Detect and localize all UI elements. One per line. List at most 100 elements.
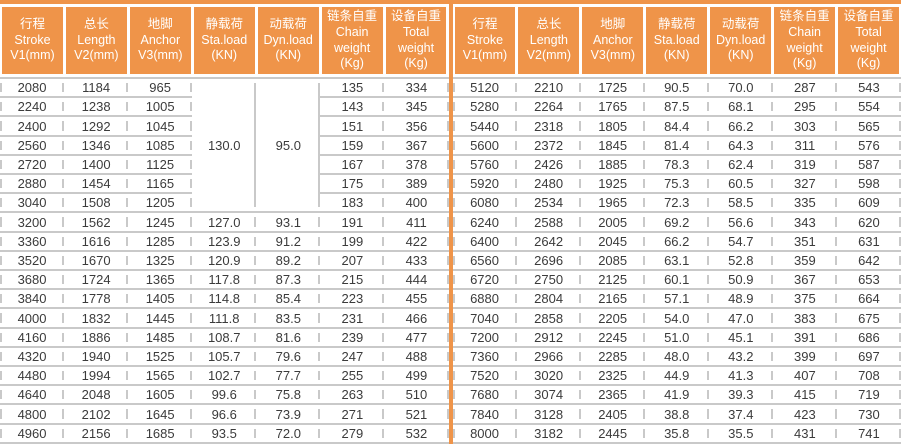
table-cell: 2080 — [0, 79, 65, 99]
header-line: weight — [850, 40, 887, 55]
table-cell: 271 — [320, 405, 385, 425]
table-cell: 2165 — [580, 290, 645, 310]
table-cell: 81.6 — [256, 328, 321, 348]
table-cell: 345 — [384, 98, 449, 118]
table-cell: 90.5 — [644, 79, 709, 99]
table-cell: 1454 — [64, 175, 129, 195]
table-cell: 5600 — [452, 136, 517, 156]
table-cell: 1725 — [580, 79, 645, 99]
header-line: 动载荷 — [269, 16, 307, 31]
table-cell: 2880 — [0, 175, 65, 195]
table-cell: 2245 — [580, 328, 645, 348]
table-cell: 2534 — [516, 194, 581, 214]
table-cell: 965 — [128, 79, 193, 99]
table-row: 3360 1616 1285 123.9 91.2 199 422 — [0, 232, 449, 252]
table-cell: 2210 — [516, 79, 581, 99]
table-cell: 400 — [384, 194, 449, 214]
table-cell: 2205 — [580, 309, 645, 329]
table-cell: 2966 — [516, 347, 581, 368]
table-row: 5600 2372 1845 81.4 64.3 311 576 — [452, 136, 901, 156]
table-cell: 407 — [772, 367, 837, 387]
header-line: 链条自重 — [779, 9, 830, 23]
table-cell: 2858 — [516, 309, 581, 329]
table-cell: 477 — [384, 328, 449, 348]
table-cell: 598 — [836, 175, 901, 195]
header-line: Stroke — [466, 32, 504, 47]
table-cell: 1994 — [64, 367, 129, 387]
table-cell: 730 — [836, 405, 901, 425]
table-cell: 1525 — [128, 347, 193, 368]
header-line: Anchor — [593, 32, 633, 47]
header-line: Length — [529, 32, 568, 47]
table-cell: 697 — [836, 347, 901, 368]
table-cell: 422 — [384, 232, 449, 252]
table-row: 3840 1778 1405 114.8 85.4 223 455 — [0, 290, 449, 310]
header-cell-anchor: 地脚 Anchor V3(mm) — [582, 7, 644, 74]
table-cell: 2085 — [580, 251, 645, 272]
table-cell: 2318 — [516, 117, 581, 137]
table-cell: 1565 — [128, 367, 193, 387]
table-cell: 2720 — [0, 155, 65, 176]
table-cell: 2156 — [64, 424, 129, 444]
table-cell: 3182 — [516, 424, 581, 444]
table-cell: 1205 — [128, 194, 193, 214]
header-line: V2(mm) — [74, 48, 119, 63]
table-cell: 84.4 — [644, 117, 709, 137]
table-cell: 1832 — [64, 309, 129, 329]
table-cell: 6080 — [452, 194, 517, 214]
table-cell: 433 — [384, 251, 449, 272]
table-cell: 73.9 — [256, 405, 321, 425]
table-cell: 3840 — [0, 290, 65, 310]
table-cell: 686 — [836, 328, 901, 348]
table-cell: 708 — [836, 367, 901, 387]
table-cell: 2372 — [516, 136, 581, 156]
table-cell: 1365 — [128, 271, 193, 291]
table-cell: 1285 — [128, 232, 193, 252]
table-cell: 207 — [320, 251, 385, 272]
left-data-grid: 2080 1184 965 130.0 95.0 135 334 2240 1238 1005 14… — [0, 77, 449, 444]
table-cell: 631 — [836, 232, 901, 252]
table-cell: 120.9 — [192, 251, 257, 272]
table-cell: 609 — [836, 194, 901, 214]
table-cell: 66.2 — [644, 232, 709, 252]
header-line: weight — [397, 40, 435, 55]
table-cell: 383 — [772, 309, 837, 329]
table-row: 2400 1292 1045 151 356 — [0, 117, 449, 137]
table-cell: 1325 — [128, 251, 193, 272]
header-line: V3(mm) — [590, 48, 636, 63]
table-cell: 263 — [320, 386, 385, 406]
table-cell: 3360 — [0, 232, 65, 252]
header-cell-total-weight: 设备自重 Total weight (Kg) — [838, 7, 899, 74]
table-cell: 231 — [320, 309, 385, 329]
table-row: 6720 2750 2125 60.1 50.9 367 653 — [452, 271, 901, 291]
table-row: 4640 2048 1605 99.6 75.8 263 510 — [0, 386, 449, 406]
table-cell: 5920 — [452, 175, 517, 195]
table-cell: 199 — [320, 232, 385, 252]
table-cell: 223 — [320, 290, 385, 310]
table-cell: 4000 — [0, 309, 65, 329]
table-cell: 7200 — [452, 328, 517, 348]
table-cell: 466 — [384, 309, 449, 329]
table-cell: 63.1 — [644, 251, 709, 272]
table-cell: 5440 — [452, 117, 517, 137]
table-cell: 93.5 — [192, 424, 257, 444]
table-row: 2720 1400 1125 167 378 — [0, 155, 449, 176]
table-row: 6560 2696 2085 63.1 52.8 359 642 — [452, 251, 901, 272]
top-accent-bar — [0, 0, 901, 4]
table-cell: 41.3 — [708, 367, 773, 387]
table-cell: 8000 — [452, 424, 517, 444]
table-cell: 3200 — [0, 213, 65, 233]
header-line: Total — [402, 24, 430, 39]
table-cell: 423 — [772, 405, 837, 425]
table-cell: 2588 — [516, 213, 581, 233]
header-line: 设备自重 — [391, 9, 442, 23]
header-line: 静载荷 — [205, 16, 243, 31]
table-row: 5120 2210 1725 90.5 70.0 287 543 — [452, 79, 901, 99]
table-cell: 543 — [836, 79, 901, 99]
table-cell: 2405 — [580, 405, 645, 425]
table-cell: 554 — [836, 98, 901, 118]
table-cell: 1292 — [64, 117, 129, 137]
table-row: 5280 2264 1765 87.5 68.1 295 554 — [452, 98, 901, 118]
right-table-header: 行程 Stroke V1(mm) 总长 Length V2(mm) 地脚 Anchor V3(m… — [453, 7, 901, 74]
